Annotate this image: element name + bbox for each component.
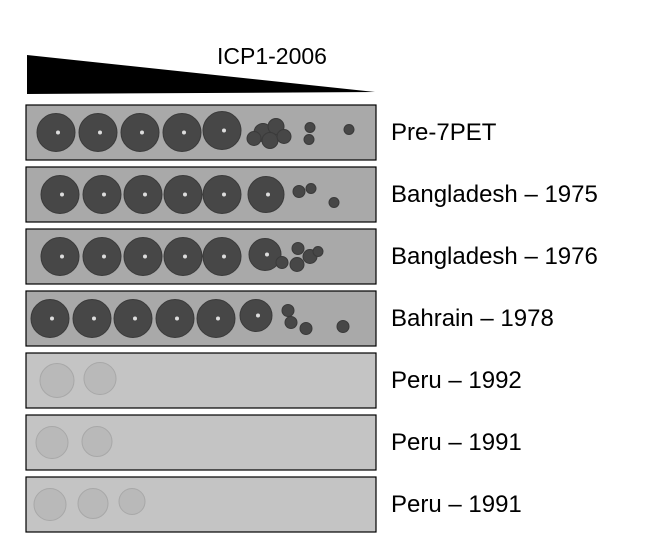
plaque [303, 134, 315, 145]
plaque [246, 131, 262, 146]
plaque [289, 257, 305, 272]
plaque [284, 316, 298, 329]
plaque-center [60, 192, 64, 197]
row-label: Bahrain – 1978 [391, 305, 554, 332]
plaque-center [266, 192, 270, 197]
plaque-center [50, 316, 54, 321]
plaque [343, 124, 355, 135]
plaque-center [265, 252, 269, 257]
plaque [291, 242, 305, 255]
row-label: Peru – 1991 [391, 429, 522, 456]
row-label: Peru – 1991 [391, 491, 522, 518]
plaque [118, 488, 146, 515]
plaque [281, 304, 295, 317]
plaque [275, 256, 289, 269]
figure-title: ICP1-2006 [217, 43, 327, 69]
plaque-center [102, 254, 106, 259]
plaque [39, 363, 75, 398]
plaque [305, 183, 317, 194]
plate-panel [25, 414, 377, 471]
plaque-center [182, 130, 186, 135]
plaque-center [92, 316, 96, 321]
plaque [304, 122, 316, 133]
plaque-center [98, 130, 102, 135]
plaque-center [56, 130, 60, 135]
plaque-center [60, 254, 64, 259]
plaque [81, 426, 113, 457]
plaque [292, 185, 306, 198]
plaque [83, 362, 117, 395]
plaque-center [143, 254, 147, 259]
plaque [261, 132, 279, 149]
plaque [336, 320, 350, 333]
plaque [35, 426, 69, 459]
plaque [312, 246, 324, 257]
plaque-center [143, 192, 147, 197]
plaque [328, 197, 340, 208]
row-label: Peru – 1992 [391, 367, 522, 394]
row-label: Bangladesh – 1976 [391, 243, 598, 270]
plaque-center [183, 192, 187, 197]
plaque [299, 322, 313, 335]
plate-panel [25, 352, 377, 409]
plaque-center [222, 192, 226, 197]
row-label: Pre-7PET [391, 119, 497, 146]
plaque-center [222, 128, 226, 133]
plaque [77, 488, 109, 519]
plaque-center [140, 130, 144, 135]
dilution-wedge [27, 55, 375, 94]
plaque [33, 488, 67, 521]
plaque-center [183, 254, 187, 259]
plaque-center [256, 313, 260, 318]
plaque-center [216, 316, 220, 321]
plaque-center [102, 192, 106, 197]
row-label: Bangladesh – 1975 [391, 181, 598, 208]
plaque-center [222, 254, 226, 259]
plaque-center [133, 316, 137, 321]
plaque-center [175, 316, 179, 321]
plaque [276, 129, 292, 144]
